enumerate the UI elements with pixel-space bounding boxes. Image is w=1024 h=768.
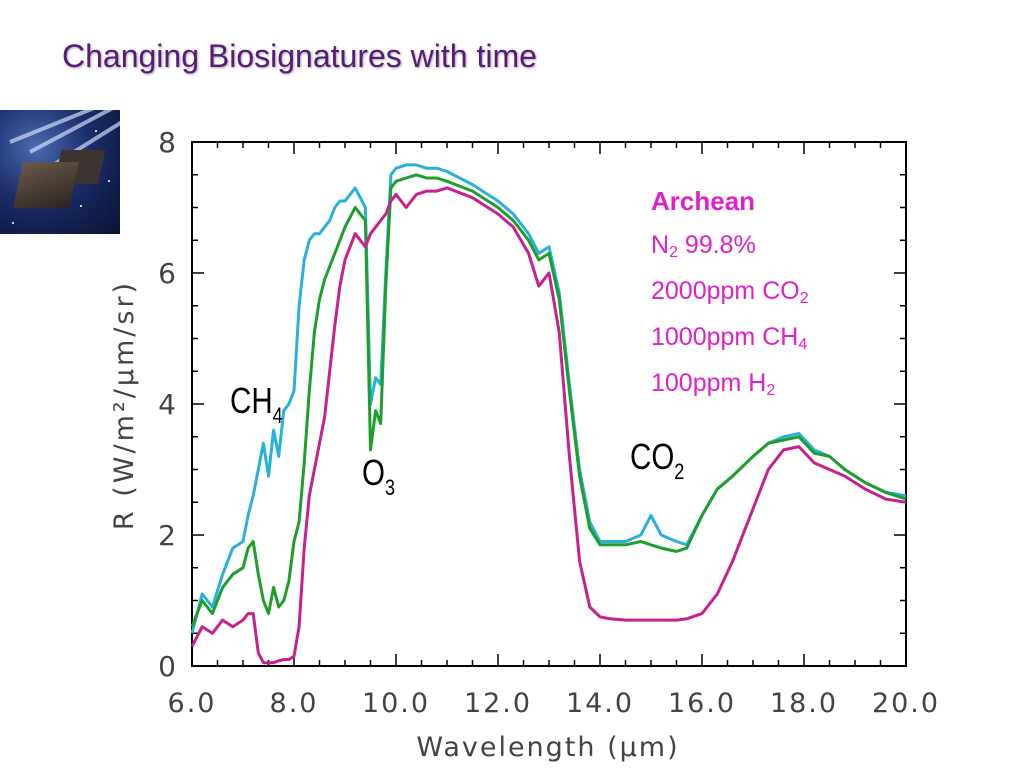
x-tick-label: 12.0 (464, 688, 532, 719)
co2-pre: 2000ppm CO (651, 277, 800, 305)
x-tick-label: 6.0 (168, 688, 217, 719)
atmosphere-ch4-line: 1000ppm CH4 (651, 318, 809, 364)
spectrum-line-3 (190, 186, 907, 665)
atmosphere-heading: Archean (651, 186, 756, 216)
y-tick-label: 8 (158, 126, 176, 159)
co2-label-subscript: 2 (674, 459, 685, 484)
ch4-absorption-label: CH4 (230, 380, 294, 429)
y-axis-label: R (W/m²/µm/sr) (109, 280, 140, 530)
atmosphere-h2-line: 100ppm H2 (651, 364, 809, 410)
o3-absorption-label: O3 (362, 452, 402, 501)
x-tick-label: 18.0 (770, 688, 838, 719)
y-tick-label: 6 (158, 257, 176, 290)
spectrum-line-2 (190, 173, 907, 628)
slide-title: Changing Biosignatures with time (62, 38, 537, 74)
spacecraft-thumbnail-image (0, 110, 120, 234)
archean-atmosphere-legend: Archean N2 99.8% 2000ppm CO2 1000ppm CH4… (651, 182, 809, 410)
x-tick-label: 10.0 (362, 688, 430, 719)
atmosphere-co2-line: 2000ppm CO2 (651, 272, 809, 318)
ch4-label-subscript: 4 (272, 403, 283, 428)
atmosphere-n2-line: N2 99.8% (651, 226, 809, 272)
h2-sub: 2 (766, 382, 776, 399)
x-axis-label: Wavelength (µm) (416, 732, 679, 763)
co2-sub: 2 (799, 290, 809, 307)
co2-absorption-label: CO2 (630, 436, 696, 485)
h2-pre: 100ppm H (651, 369, 767, 397)
x-tick-label: 20.0 (872, 688, 940, 719)
x-tick-label: 14.0 (566, 688, 634, 719)
ch4-label-base: CH (230, 380, 273, 421)
o3-label-subscript: 3 (384, 475, 396, 500)
n2-base: N (651, 231, 670, 259)
ch4-sub: 4 (798, 336, 808, 353)
n2-value: 99.8% (677, 231, 756, 259)
y-tick-label: 4 (158, 388, 176, 421)
x-tick-label: 16.0 (668, 688, 736, 719)
ch4-pre: 1000ppm CH (651, 323, 799, 351)
y-tick-label: 2 (158, 519, 176, 552)
co2-label-base: CO (630, 436, 675, 477)
n2-sub: 2 (669, 244, 678, 261)
o3-label-base: O (362, 452, 385, 493)
x-tick-label: 8.0 (270, 688, 319, 719)
y-tick-label: 0 (158, 650, 176, 683)
